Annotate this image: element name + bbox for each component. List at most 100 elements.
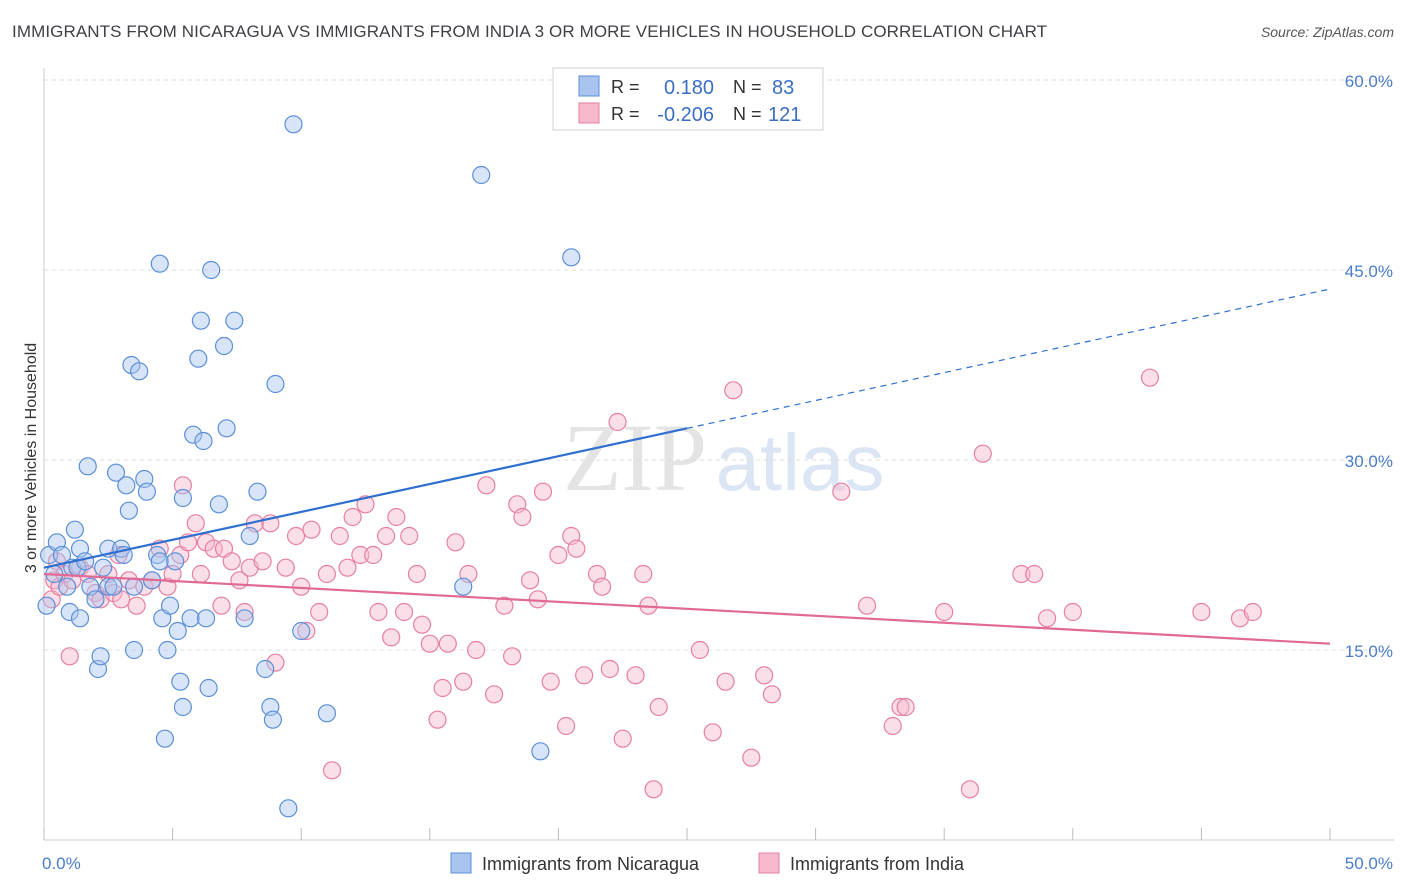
india-point — [186, 514, 205, 533]
india-point — [1243, 602, 1262, 622]
india-point — [960, 780, 980, 799]
india-point — [503, 647, 522, 666]
nicaragua-point — [181, 609, 200, 628]
india-point — [1025, 564, 1044, 584]
nicaragua-point — [266, 374, 285, 394]
india-point — [1192, 602, 1211, 622]
nicaragua-point — [173, 488, 192, 508]
india-point — [235, 602, 254, 622]
india-points — [42, 368, 1262, 799]
nicaragua-point — [209, 495, 228, 514]
nicaragua-point — [171, 672, 190, 691]
india-point — [400, 526, 419, 546]
india-point — [253, 552, 272, 571]
india-point — [127, 596, 146, 615]
india-point — [762, 685, 781, 704]
nicaragua-point — [76, 552, 95, 571]
n-label-india: N = — [733, 104, 762, 124]
nicaragua-point — [150, 552, 169, 571]
nicaragua-point — [137, 482, 156, 501]
india-point — [690, 640, 709, 660]
india-point — [567, 539, 586, 558]
n-label-nicaragua: N = — [733, 77, 762, 97]
nicaragua-points — [37, 115, 581, 818]
india-point — [286, 526, 306, 546]
source-label: Source: ZipAtlas.com — [1260, 24, 1394, 40]
trend-lines — [43, 288, 1331, 645]
india-point — [891, 697, 910, 717]
india-point — [1037, 609, 1057, 628]
watermark-zip: ZIP — [563, 404, 707, 511]
india-point — [541, 672, 560, 691]
india-trend-line — [43, 572, 1331, 645]
nicaragua-point — [562, 248, 581, 267]
chart-title: IMMIGRANTS FROM NICARAGUA VS IMMIGRANTS … — [12, 22, 1048, 41]
nicaragua-point — [168, 621, 187, 641]
nicaragua-point — [191, 311, 210, 330]
nicaragua-point — [189, 349, 208, 368]
y-axis-label: 3 or more Vehicles in Household — [23, 343, 40, 573]
india-point — [317, 564, 337, 584]
india-point — [593, 577, 612, 596]
x-tick-max: 50.0% — [1345, 854, 1393, 873]
nicaragua-trend-extension — [686, 288, 1331, 429]
india-point — [896, 697, 915, 717]
india-point — [376, 526, 396, 546]
nicaragua-point — [256, 659, 275, 679]
nicaragua-point — [130, 362, 149, 381]
india-point — [428, 710, 447, 729]
nicaragua-swatch — [578, 75, 600, 97]
india-point — [351, 545, 370, 565]
nicaragua-point — [155, 729, 174, 748]
nicaragua-point — [150, 254, 169, 273]
nicaragua-point — [37, 596, 56, 615]
india-point — [549, 545, 568, 565]
india-point — [382, 628, 401, 647]
nicaragua-point — [225, 311, 244, 330]
india-point — [485, 685, 504, 704]
y-tick-label: 30.0% — [1345, 452, 1393, 471]
nicaragua-point — [235, 609, 254, 628]
india-point — [613, 729, 632, 748]
india-point — [338, 558, 357, 577]
india-point — [364, 545, 383, 565]
nicaragua-point — [263, 710, 283, 729]
legend-nicaragua-label: Immigrants from Nicaragua — [482, 854, 700, 874]
india-point — [173, 476, 192, 495]
india-point — [387, 507, 406, 527]
nicaragua-point — [160, 596, 180, 615]
india-point — [742, 748, 761, 767]
nicaragua-point — [217, 419, 236, 438]
india-point — [608, 412, 627, 432]
india-point — [343, 507, 362, 527]
india-point — [755, 666, 774, 685]
watermark-atlas: atlas — [716, 418, 885, 507]
india-point — [433, 678, 452, 698]
india-point — [495, 596, 514, 615]
y-tick-label: 45.0% — [1345, 262, 1393, 281]
india-point — [297, 621, 316, 641]
india-point — [533, 482, 553, 501]
nicaragua-point — [248, 482, 267, 501]
nicaragua-point — [94, 558, 113, 577]
india-point — [302, 520, 321, 539]
india-point — [454, 672, 473, 691]
y-tick-label: 15.0% — [1345, 642, 1393, 661]
axes — [43, 68, 1394, 841]
india-swatch — [578, 102, 600, 124]
nicaragua-point — [104, 577, 123, 596]
india-point — [644, 780, 663, 799]
legend-india-swatch — [758, 852, 780, 874]
india-point — [420, 634, 439, 653]
india-point — [521, 571, 540, 590]
nicaragua-point — [119, 501, 138, 520]
r-value-nicaragua: 0.180 — [664, 77, 714, 99]
india-point — [832, 482, 851, 501]
india-point — [276, 558, 295, 577]
nicaragua-point — [86, 590, 105, 609]
india-point — [703, 723, 722, 742]
nicaragua-point — [202, 260, 221, 280]
india-point — [412, 615, 432, 634]
nicaragua-point — [60, 602, 79, 622]
india-point — [310, 602, 329, 622]
